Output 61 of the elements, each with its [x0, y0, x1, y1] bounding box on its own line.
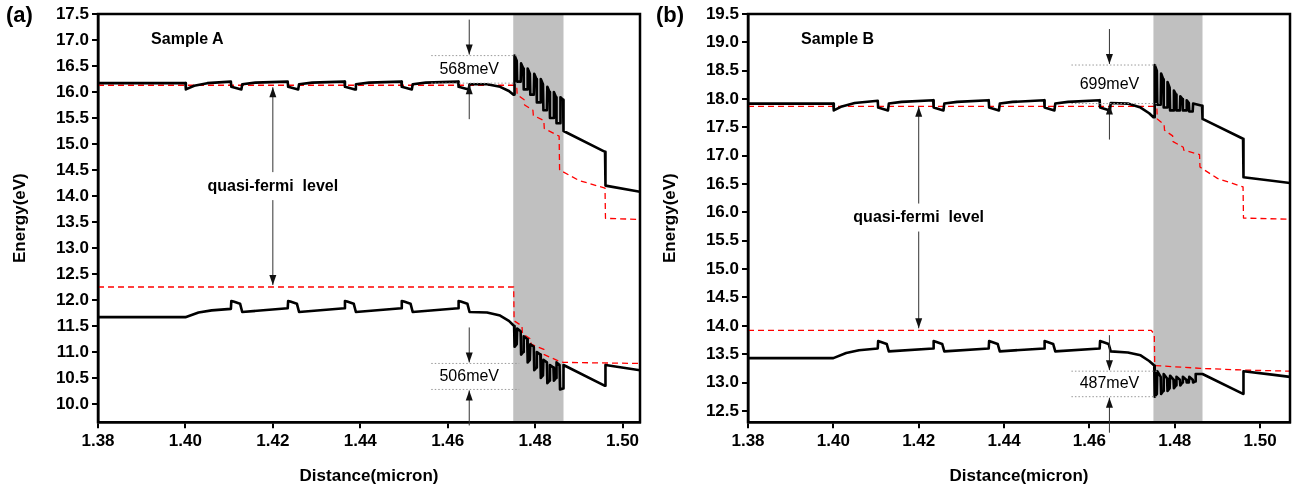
x-axis-title: Distance(micron)	[949, 466, 1089, 486]
annotation: Sample B	[801, 30, 875, 48]
x-tick-label: 1.42	[256, 431, 290, 451]
y-tick-label: 13.5	[705, 343, 739, 363]
y-tick-label: 17.5	[705, 117, 739, 137]
y-tick-label: 16.5	[705, 173, 739, 193]
y-tick-label: 11.5	[56, 315, 89, 335]
x-tick-label: 1.50	[1243, 431, 1277, 451]
y-tick-label: 16.0	[705, 202, 739, 222]
line-series	[748, 329, 1290, 372]
x-tick-label: 1.50	[605, 431, 640, 451]
y-tick-label: 14.0	[705, 315, 739, 335]
y-tick-label: 19.0	[705, 32, 739, 52]
y-tick-label: 13.0	[55, 237, 89, 257]
x-tick-label: 1.46	[431, 431, 465, 451]
y-tick-label: 18.5	[705, 60, 739, 80]
y-tick-label: 16.0	[55, 81, 89, 101]
chart-title: (b)	[656, 2, 685, 28]
y-tick-label: 15.0	[55, 133, 89, 153]
y-tick-label: 14.5	[55, 159, 89, 179]
annotation: 699meV	[1079, 74, 1140, 92]
y-tick-label: 15.0	[705, 258, 739, 278]
y-tick-label: 19.5	[705, 3, 739, 23]
x-tick-label: 1.44	[987, 431, 1022, 451]
y-tick-label: 15.5	[55, 107, 89, 127]
y-tick-label: 12.0	[55, 289, 89, 309]
x-tick-label: 1.48	[1158, 431, 1192, 451]
y-tick-label: 12.5	[55, 263, 89, 283]
x-tick-label: 1.38	[81, 431, 115, 451]
y-axis-title: Energy(eV)	[9, 173, 29, 263]
y-tick-label: 15.5	[705, 230, 739, 250]
x-axis-title: Distance(micron)	[299, 466, 439, 486]
chart-title: (a)	[6, 2, 33, 28]
y-tick-label: 17.5	[55, 3, 89, 23]
annotation: Sample A	[151, 30, 224, 48]
y-axis-title: Energy(eV)	[659, 173, 679, 263]
y-tick-label: 11.0	[56, 341, 89, 361]
line-series	[98, 286, 640, 365]
y-tick-label: 13.5	[55, 211, 89, 231]
annotation: quasi-fermi level	[853, 207, 985, 225]
y-tick-label: 14.5	[705, 287, 739, 307]
annotation: 506meV	[439, 366, 500, 384]
y-tick-label: 14.0	[55, 185, 89, 205]
y-tick-label: 17.0	[55, 29, 89, 49]
x-tick-label: 1.40	[168, 431, 202, 451]
x-tick-label: 1.44	[343, 431, 378, 451]
x-tick-label: 1.48	[518, 431, 552, 451]
y-tick-label: 18.0	[705, 88, 739, 108]
x-tick-label: 1.38	[731, 431, 765, 451]
x-tick-label: 1.40	[816, 431, 850, 451]
annotation: quasi-fermi level	[207, 176, 339, 194]
y-tick-label: 10.0	[55, 393, 89, 413]
annotation: 487meV	[1079, 374, 1140, 392]
y-tick-label: 16.5	[55, 55, 89, 75]
y-tick-label: 10.5	[55, 367, 89, 387]
y-tick-label: 12.5	[705, 400, 739, 420]
y-tick-label: 13.0	[705, 372, 739, 392]
y-tick-label: 17.0	[705, 145, 739, 165]
annotation: 568meV	[439, 59, 500, 77]
x-tick-label: 1.42	[902, 431, 936, 451]
x-tick-label: 1.46	[1072, 431, 1106, 451]
